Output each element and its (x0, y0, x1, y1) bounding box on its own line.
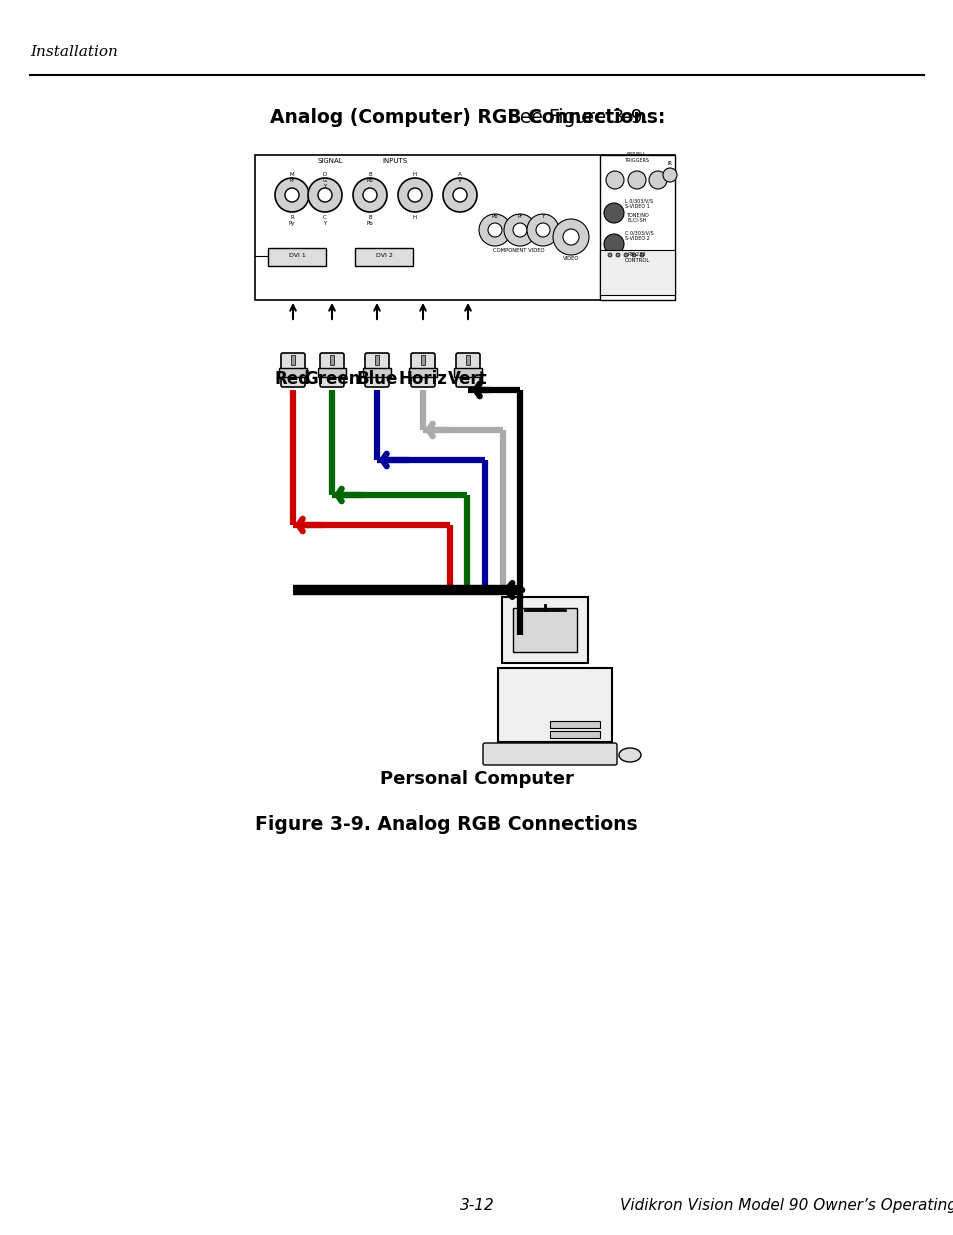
Text: TONE/NO
ELCI-SH: TONE/NO ELCI-SH (625, 212, 648, 224)
Circle shape (353, 178, 387, 212)
Text: B
Pb: B Pb (366, 172, 373, 183)
Text: D
G
Y: D G Y (322, 172, 327, 189)
Text: SERIELL
TRIGGERS: SERIELL TRIGGERS (624, 152, 649, 163)
Bar (291, 354, 294, 366)
Circle shape (607, 253, 612, 257)
Text: M
Pr: M Pr (289, 172, 294, 183)
Ellipse shape (618, 748, 640, 762)
Text: DVI 1: DVI 1 (289, 253, 305, 258)
FancyBboxPatch shape (599, 156, 675, 300)
Text: COMPONENT VIDEO: COMPONENT VIDEO (493, 248, 544, 253)
Text: Y: Y (540, 214, 544, 219)
Circle shape (478, 214, 511, 246)
Text: See Figure 3-9.: See Figure 3-9. (501, 107, 648, 127)
Text: RS-232
CONTROL: RS-232 CONTROL (623, 252, 649, 263)
Bar (375, 354, 378, 366)
Text: INPUTS: INPUTS (382, 158, 407, 164)
Bar (465, 354, 470, 366)
Circle shape (442, 178, 476, 212)
Text: Pr: Pr (517, 214, 522, 219)
Circle shape (363, 188, 376, 203)
Circle shape (616, 253, 619, 257)
Circle shape (623, 253, 627, 257)
Bar (317, 368, 346, 377)
Bar (268, 248, 326, 266)
Circle shape (274, 178, 309, 212)
FancyBboxPatch shape (254, 156, 675, 300)
Bar (550, 731, 599, 739)
Text: H: H (413, 215, 416, 220)
FancyBboxPatch shape (365, 353, 389, 387)
Text: L 0/303/V/S
S-VIDEO 1: L 0/303/V/S S-VIDEO 1 (624, 198, 653, 209)
Circle shape (503, 214, 536, 246)
FancyBboxPatch shape (456, 353, 479, 387)
Text: Red: Red (274, 370, 311, 388)
Circle shape (639, 253, 643, 257)
Circle shape (603, 233, 623, 254)
Circle shape (605, 170, 623, 189)
Text: H: H (413, 172, 416, 177)
FancyBboxPatch shape (482, 743, 617, 764)
Bar (409, 368, 436, 377)
Circle shape (317, 188, 332, 203)
Text: Vert: Vert (448, 370, 487, 388)
Text: C
Y: C Y (323, 215, 327, 226)
Circle shape (553, 219, 588, 254)
FancyBboxPatch shape (319, 353, 344, 387)
Circle shape (408, 188, 421, 203)
Bar (355, 248, 413, 266)
Text: Figure 3-9. Analog RGB Connections: Figure 3-9. Analog RGB Connections (254, 815, 637, 834)
Text: VIDEO: VIDEO (562, 256, 578, 261)
Text: C 0/303/V/S
S-VIDEO 2: C 0/303/V/S S-VIDEO 2 (624, 230, 653, 241)
Text: Horiz: Horiz (398, 370, 447, 388)
Circle shape (285, 188, 298, 203)
Circle shape (536, 224, 550, 237)
FancyBboxPatch shape (281, 353, 305, 387)
FancyBboxPatch shape (497, 668, 612, 742)
Text: Vidikron Vision Model 90 Owner’s Operating Manual: Vidikron Vision Model 90 Owner’s Operati… (619, 1198, 953, 1213)
FancyBboxPatch shape (501, 597, 587, 663)
Bar (513, 608, 577, 652)
Circle shape (631, 253, 636, 257)
Text: Personal Computer: Personal Computer (379, 769, 574, 788)
Text: R
Py: R Py (289, 215, 294, 226)
Text: Pb: Pb (491, 214, 497, 219)
Circle shape (603, 203, 623, 224)
Circle shape (397, 178, 432, 212)
Bar (330, 354, 334, 366)
Circle shape (627, 170, 645, 189)
Text: Analog (Computer) RGB Connections:: Analog (Computer) RGB Connections: (270, 107, 664, 127)
Circle shape (562, 228, 578, 245)
Text: B
Pb: B Pb (366, 215, 373, 226)
Circle shape (453, 188, 467, 203)
Bar (363, 368, 391, 377)
Text: IR: IR (667, 161, 672, 165)
Circle shape (662, 168, 677, 182)
Text: Green: Green (303, 370, 360, 388)
Circle shape (488, 224, 501, 237)
Bar (599, 249, 675, 295)
Bar (278, 368, 307, 377)
Text: A
V: A V (457, 172, 461, 183)
Text: 3-12: 3-12 (459, 1198, 494, 1213)
Bar (420, 354, 424, 366)
Circle shape (308, 178, 341, 212)
FancyBboxPatch shape (411, 353, 435, 387)
Text: DVI 2: DVI 2 (375, 253, 392, 258)
Circle shape (513, 224, 526, 237)
Circle shape (648, 170, 666, 189)
Bar (454, 368, 481, 377)
Text: Blue: Blue (355, 370, 397, 388)
Text: SIGNAL: SIGNAL (316, 158, 342, 164)
Circle shape (526, 214, 558, 246)
Bar (550, 721, 599, 727)
Text: Installation: Installation (30, 44, 118, 59)
